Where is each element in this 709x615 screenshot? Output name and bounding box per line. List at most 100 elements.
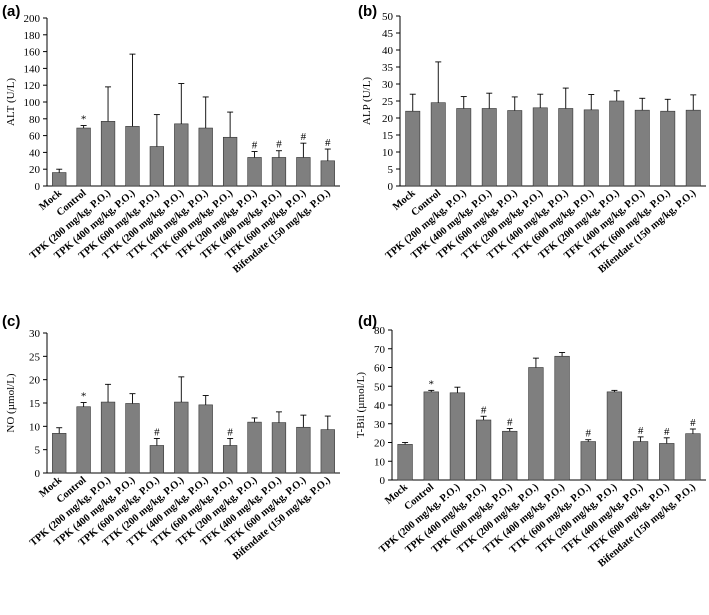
significance-mark: # [154, 426, 160, 438]
bar [125, 403, 140, 474]
bar [52, 433, 67, 474]
panel-3: (c)NO (µmol/L)051015202530Mock*ControlTP… [2, 313, 340, 563]
y-tick-label: 50 [374, 381, 386, 393]
y-tick-label: 15 [29, 398, 41, 410]
bar [456, 108, 472, 187]
y-tick-label: 45 [382, 28, 394, 40]
bar [76, 406, 91, 474]
bar [660, 110, 676, 187]
bar [481, 108, 497, 187]
y-tick-label: 40 [29, 147, 41, 159]
bar [149, 445, 165, 474]
significance-mark: # [690, 417, 696, 429]
bar [659, 443, 675, 481]
bar [475, 419, 492, 481]
bar [558, 108, 574, 187]
y-tick-label: 60 [374, 363, 386, 375]
significance-mark: * [429, 378, 435, 390]
y-tick-label: 5 [35, 445, 41, 457]
y-tick-label: 40 [374, 400, 386, 412]
y-tick-label: 0 [35, 468, 41, 480]
y-tick-label: 50 [382, 11, 394, 23]
y-tick-label: 140 [24, 63, 41, 75]
y-tick-label: 70 [374, 344, 386, 356]
bar [685, 433, 701, 481]
bar [532, 107, 548, 187]
y-axis-label: ALT (U/L) [5, 78, 17, 126]
bar [632, 441, 649, 481]
bar [320, 160, 335, 187]
bar [174, 123, 189, 187]
bar [320, 429, 335, 474]
y-tick-label: 30 [374, 419, 386, 431]
significance-mark: # [301, 131, 307, 143]
y-tick-label: 160 [24, 47, 41, 59]
y-tick-label: 5 [388, 164, 394, 176]
y-tick-label: 10 [382, 147, 394, 159]
bar [609, 100, 625, 187]
y-tick-label: 120 [24, 80, 41, 92]
significance-mark: # [664, 426, 670, 438]
bar [430, 102, 446, 187]
bar [198, 404, 213, 474]
significance-mark: * [81, 391, 87, 403]
bar [198, 127, 213, 187]
bar [423, 391, 439, 481]
panel-2: (b)ALP (U/L)05101520253035404550MockCont… [358, 3, 706, 276]
bar [222, 136, 238, 187]
y-axis-label: ALP (U/L) [361, 77, 373, 126]
y-tick-label: 0 [35, 181, 41, 193]
y-tick-label: 200 [24, 13, 41, 25]
significance-mark: # [507, 416, 513, 428]
panel-label: (d) [358, 313, 377, 330]
bar [554, 355, 570, 481]
bar [583, 109, 599, 187]
y-tick-label: 10 [29, 421, 41, 433]
bar [634, 109, 650, 187]
y-tick-label: 20 [382, 113, 394, 125]
panel-label: (c) [2, 313, 20, 330]
panel-4: (d)T-Bil (µmol/L)01020304050607080Mock*C… [355, 313, 706, 570]
bar [606, 391, 623, 481]
y-tick-label: 30 [382, 79, 394, 91]
bar [149, 146, 165, 187]
bar [100, 401, 116, 474]
bar [52, 172, 67, 187]
bar [296, 157, 311, 187]
bar [397, 444, 413, 481]
significance-mark: # [276, 139, 282, 151]
panel-label: (a) [2, 3, 20, 20]
bar [449, 392, 466, 481]
y-tick-label: 0 [380, 475, 386, 487]
y-tick-label: 20 [29, 375, 41, 387]
bar [502, 430, 518, 481]
y-axis-label: T-Bil (µmol/L) [355, 372, 367, 438]
bar [296, 426, 311, 474]
significance-mark: # [252, 140, 258, 152]
y-tick-label: 25 [382, 96, 394, 108]
bar [528, 367, 544, 481]
bar [100, 121, 116, 187]
y-tick-label: 30 [29, 328, 41, 340]
y-tick-label: 10 [374, 456, 386, 468]
y-axis-label: NO (µmol/L) [5, 373, 17, 433]
significance-mark: # [481, 404, 487, 416]
panel-label: (b) [358, 3, 377, 20]
bar [405, 110, 421, 187]
bar [222, 445, 238, 474]
y-tick-label: 35 [382, 62, 394, 74]
y-tick-label: 100 [24, 97, 41, 109]
bar [685, 109, 701, 187]
bar [271, 422, 287, 474]
significance-mark: * [81, 114, 87, 126]
bar [271, 157, 287, 187]
significance-mark: # [586, 428, 592, 440]
y-tick-label: 40 [382, 45, 394, 57]
y-tick-label: 25 [29, 351, 41, 363]
y-tick-label: 80 [29, 114, 41, 126]
bar [76, 127, 91, 187]
significance-mark: # [325, 137, 331, 149]
bar [247, 421, 262, 474]
y-tick-label: 180 [24, 30, 41, 42]
